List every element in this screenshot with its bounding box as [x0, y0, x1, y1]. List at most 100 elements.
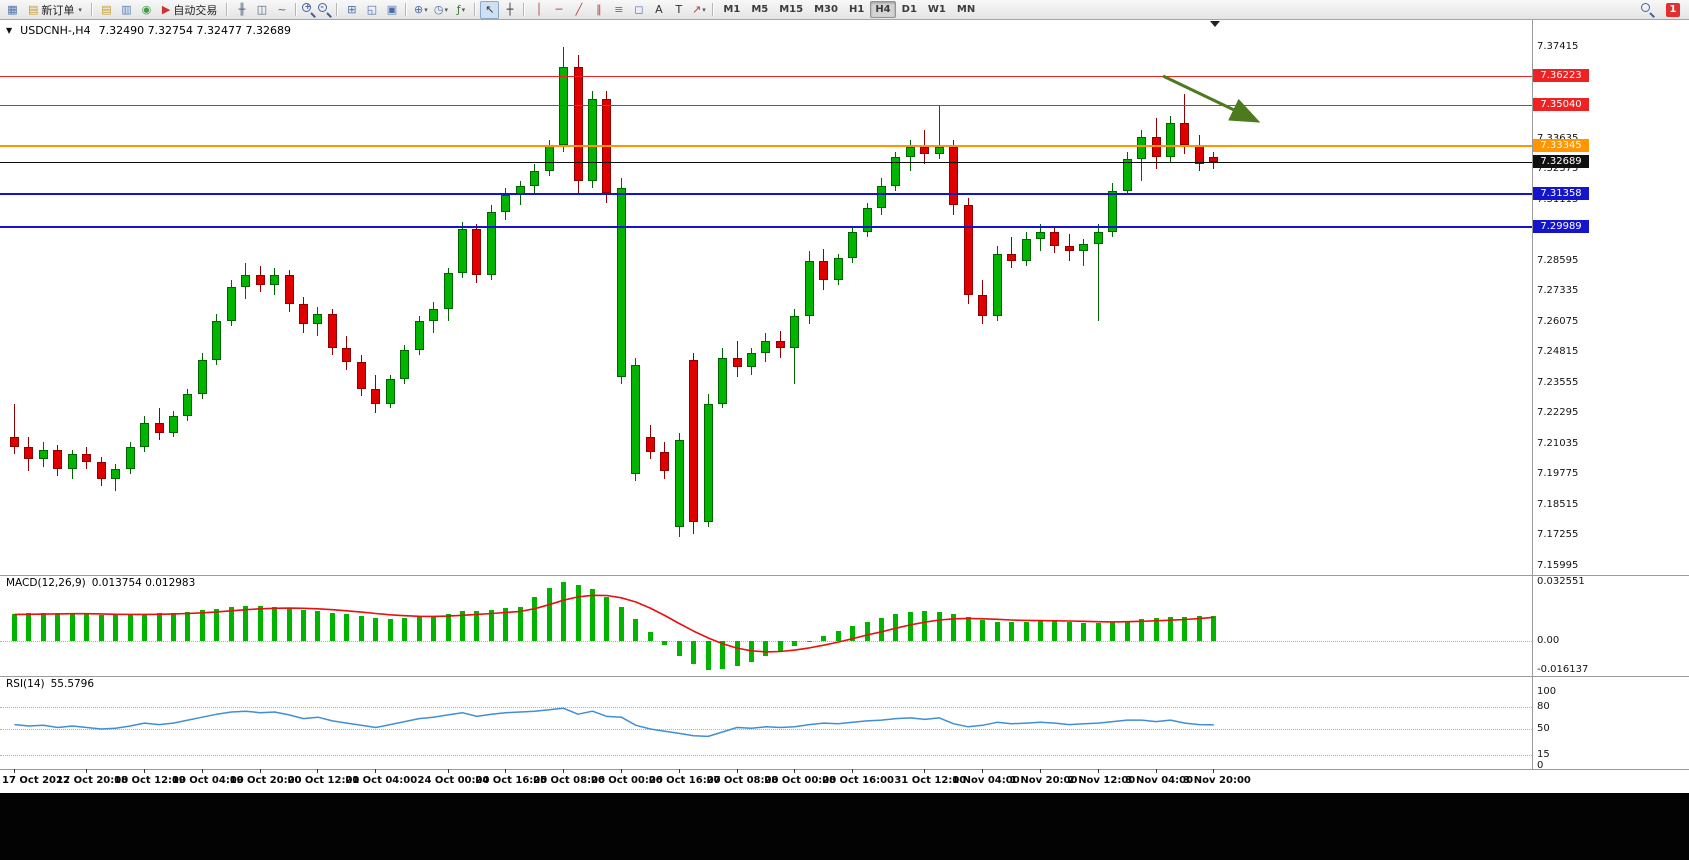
new-chart-icon[interactable]: ⊕ ▾	[411, 1, 430, 19]
cursor-icon[interactable]: ↖	[480, 0, 500, 19]
time-axis-tick	[259, 769, 261, 773]
bear-candle-body	[732, 357, 742, 368]
macd-histogram-bar	[503, 607, 509, 641]
text-label-icon[interactable]: T	[669, 1, 688, 19]
time-axis-tick	[982, 769, 984, 773]
equidistant-channel-icon[interactable]: ∥	[589, 1, 608, 19]
tile-windows-icon[interactable]: ⊞	[342, 1, 361, 19]
time-axis-label: 26 Oct 16:00	[648, 775, 721, 786]
price-axis-tick: 7.26075	[1537, 315, 1579, 327]
macd-histogram-bar	[1168, 617, 1173, 641]
cascade-windows-icon[interactable]: ◱	[362, 1, 381, 19]
macd-histogram-bar	[387, 618, 393, 641]
macd-histogram-bar	[40, 613, 46, 641]
bull-candle-wick	[1097, 224, 1099, 322]
notification-badge[interactable]: 1	[1666, 2, 1680, 17]
price-axis-tick: 7.23555	[1537, 376, 1579, 388]
line-chart-mode-icon[interactable]: ~	[272, 1, 291, 19]
tf-m30[interactable]: M30	[814, 4, 838, 15]
zoom-out-icon[interactable]: -	[317, 2, 332, 17]
time-axis-label: 17 Oct 20:00	[56, 775, 129, 786]
indicators-icon: ƒ	[456, 2, 461, 16]
macd-histogram-bar	[286, 608, 292, 641]
toolbar-separator	[712, 3, 715, 16]
bull-candle-body	[385, 379, 395, 404]
text-icon[interactable]: A	[649, 1, 668, 19]
search-icon[interactable]	[1640, 2, 1655, 17]
tf-mn[interactable]: MN	[956, 4, 976, 15]
time-axis-label: 17 Oct 2022	[2, 775, 70, 786]
tf-m15[interactable]: M15	[779, 4, 804, 15]
bull-candle-body	[443, 272, 453, 310]
bear-candle-body	[1209, 156, 1219, 162]
price-axis-tick: 7.32375	[1537, 163, 1579, 175]
time-axis-label: 19 Oct 04:00	[171, 775, 244, 786]
fibonacci-icon[interactable]: ≡	[609, 1, 628, 19]
toolbar: ▦ ▤ 新订单 ▾ ▤ ▥ ◉ ▶ 自动交易 ╫ ◫ ~ + - ⊞ ◱ ▣ ⊕ ▾ ◷ ▾ ƒ ▾ ↖ ┼ │ ─ ╱ ∥ ≡ ◻ A T ↗ ▾…	[0, 0, 1689, 20]
resistance-upper-line[interactable]	[0, 76, 1532, 78]
arrange-windows-icon[interactable]: ▣	[382, 1, 401, 19]
shapes-icon[interactable]: ◻	[629, 1, 648, 19]
autotrading-button-icon: ▶	[161, 3, 171, 16]
bear-candle-body	[689, 360, 699, 523]
tf-h4[interactable]: H4	[870, 1, 896, 18]
bear-candle-body	[284, 275, 294, 305]
new-chart-icon: ⊕	[414, 2, 424, 16]
support-upper-line[interactable]	[0, 193, 1532, 196]
clock-icon[interactable]: ◷ ▾	[431, 1, 450, 19]
alerts-icon[interactable]: ◉	[137, 1, 156, 19]
tf-m1[interactable]: M1	[723, 4, 741, 15]
candlestick-mode-icon: ◫	[256, 2, 268, 16]
time-axis-label: 21 Oct 04:00	[345, 775, 418, 786]
bull-candle-body	[67, 454, 77, 469]
trendline-icon[interactable]: ╱	[569, 1, 588, 19]
charts-list-icon[interactable]: ▥	[117, 1, 136, 19]
chart-collapse-arrow[interactable]: ▼	[6, 26, 13, 35]
chart-window-icon[interactable]: ▦	[3, 1, 22, 19]
macd-histogram-bar	[893, 614, 899, 641]
autotrading-button[interactable]: ▶ 自动交易	[157, 1, 222, 19]
macd-histogram-bar	[445, 613, 451, 641]
support-lower-line[interactable]	[0, 226, 1532, 229]
chart-shift-marker[interactable]	[1210, 21, 1220, 27]
trend-arrow-annotation[interactable]	[1162, 74, 1261, 123]
macd-rsi-divider[interactable]	[0, 676, 1689, 677]
vertical-line-icon[interactable]: │	[529, 1, 548, 19]
arrows-icon[interactable]: ↗ ▾	[689, 1, 708, 19]
toolbar-separator	[90, 3, 93, 16]
new-order-button[interactable]: ▤ 新订单 ▾	[23, 1, 87, 19]
bear-candle-body	[819, 260, 829, 281]
time-axis-label: 24 Oct 00:00	[417, 775, 490, 786]
tf-w1[interactable]: W1	[927, 4, 946, 15]
horizontal-line-icon[interactable]: ─	[549, 1, 568, 19]
macd-histogram-bar	[951, 613, 957, 641]
bear-candle-body	[1050, 231, 1060, 247]
bull-candle-body	[1021, 238, 1031, 261]
orange-level-badge: 7.33345	[1533, 138, 1589, 152]
zoom-in-icon[interactable]: +	[301, 2, 316, 17]
support-upper-badge: 7.31358	[1533, 187, 1589, 201]
bull-candle-body	[992, 253, 1002, 317]
current-price-line[interactable]	[0, 161, 1532, 163]
macd-histogram-bar	[676, 640, 682, 657]
time-axis-label: 18 Oct 12:00	[114, 775, 186, 786]
bear-candle-wick	[924, 130, 926, 164]
tf-d1[interactable]: D1	[901, 4, 917, 15]
crosshair-icon[interactable]: ┼	[500, 1, 519, 19]
chevron-down-icon: ▾	[424, 5, 428, 14]
bar-chart-mode-icon[interactable]: ╫	[232, 1, 251, 19]
time-axis-tick	[317, 769, 319, 773]
bull-candle-body	[486, 212, 496, 276]
resistance-lower-line[interactable]	[0, 104, 1532, 106]
tf-m5[interactable]: M5	[751, 4, 769, 15]
candlestick-mode-icon[interactable]: ◫	[252, 1, 271, 19]
time-axis-label: 24 Oct 16:00	[475, 775, 548, 786]
main-macd-divider[interactable]	[0, 575, 1689, 576]
bull-candle-body	[168, 415, 178, 433]
indicators-icon[interactable]: ƒ ▾	[451, 1, 470, 19]
profiles-icon[interactable]: ▤	[97, 1, 116, 19]
bear-candle-body	[775, 340, 785, 348]
bull-candle-body	[746, 352, 756, 368]
tf-h1[interactable]: H1	[848, 4, 865, 15]
orange-level-line[interactable]	[0, 144, 1532, 147]
